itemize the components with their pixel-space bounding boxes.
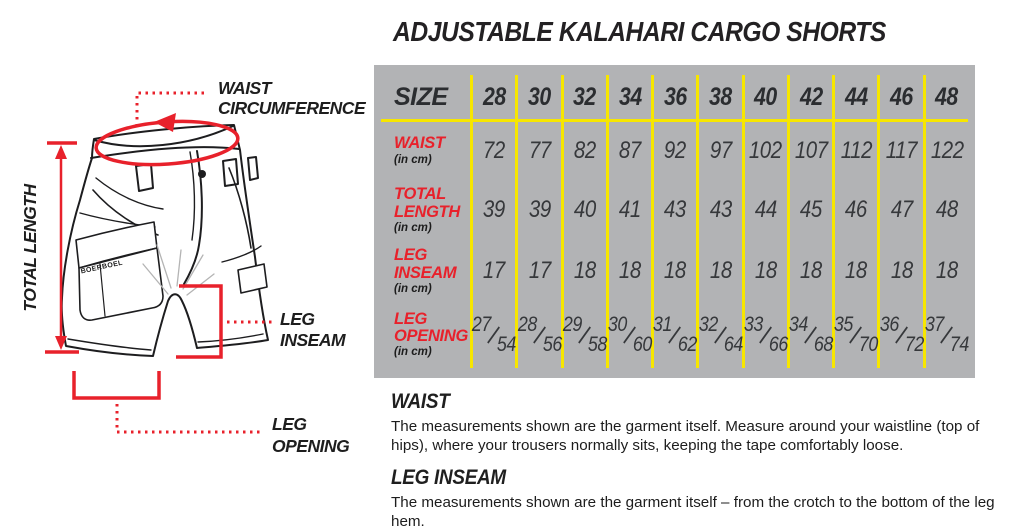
shorts-drawing: BOERBOEL WAIST CIRCUMFEREN xyxy=(20,78,367,456)
table-row: WAIST (in cm) 72 77 82 87 92 97 102 107 112 117 122 xyxy=(381,122,968,179)
leg-opening-label-line2: OPENING xyxy=(272,436,350,456)
table-value: 72 xyxy=(470,122,515,179)
row-label: TOTAL LENGTH (in cm) xyxy=(394,185,461,234)
size-header: 32 xyxy=(560,75,606,119)
table-value: 45 xyxy=(786,179,832,241)
size-header: 28 xyxy=(470,75,515,119)
table-value: 47 xyxy=(877,179,922,241)
measurement-notes: WAIST The measurements shown are the gar… xyxy=(391,390,1013,527)
table-value: 44 xyxy=(741,179,787,241)
total-length-label: TOTAL LENGTH xyxy=(20,184,40,312)
table-value: 43 xyxy=(696,179,741,241)
table-header-row: SIZE 28 30 32 34 36 38 40 42 44 46 48 xyxy=(381,75,968,122)
table-value: 97 xyxy=(696,122,741,179)
table-value: 102 xyxy=(741,122,787,179)
row-label: LEG OPENING (in cm) xyxy=(394,309,468,359)
table-value: 117 xyxy=(877,122,922,179)
leg-opening-label-line1: LEG xyxy=(272,414,307,434)
table-value: 18 xyxy=(922,241,968,301)
table-value: 87 xyxy=(605,122,651,179)
table-value: 17 xyxy=(515,241,560,301)
table-value: 35 70 xyxy=(832,301,879,368)
row-unit: (in cm) xyxy=(394,346,432,359)
table-value: 18 xyxy=(786,241,832,301)
table-value: 41 xyxy=(605,179,651,241)
table-value: 18 xyxy=(877,241,922,301)
table-value: 122 xyxy=(922,122,968,179)
table-value: 18 xyxy=(651,241,696,301)
size-header: 34 xyxy=(605,75,651,119)
table-row: TOTAL LENGTH (in cm) 39 39 40 41 43 43 44 45 46 47 48 xyxy=(381,179,968,241)
leg-opening-dotted-line xyxy=(115,404,261,434)
row-unit: (in cm) xyxy=(394,153,432,166)
note-heading-waist: WAIST xyxy=(391,390,450,413)
row-unit: (in cm) xyxy=(394,282,432,295)
shorts-outline xyxy=(60,124,269,357)
table-value: 18 xyxy=(832,241,877,301)
table-value: 31 62 xyxy=(651,301,698,368)
table-value: 107 xyxy=(786,122,832,179)
table-value: 48 xyxy=(922,179,968,241)
waist-circumference-label-line2: CIRCUMFERENCE xyxy=(218,98,367,118)
waist-callout-dotted-line xyxy=(135,91,204,125)
note-body-leg-inseam: The measurements shown are the garment i… xyxy=(391,494,995,527)
table-value: 39 xyxy=(470,179,515,241)
table-value: 28 56 xyxy=(515,301,562,368)
total-length-arrow xyxy=(45,141,79,354)
table-value: 82 xyxy=(560,122,606,179)
leg-inseam-label-line1: LEG xyxy=(280,309,315,329)
size-header: 38 xyxy=(696,75,741,119)
table-value: 43 xyxy=(651,179,696,241)
table-value: 33 66 xyxy=(741,301,788,368)
table-value: 39 xyxy=(515,179,560,241)
table-value: 92 xyxy=(651,122,696,179)
leg-opening-bracket xyxy=(72,371,161,400)
total-length-arrowhead-bottom-icon xyxy=(55,336,67,350)
table-value: 18 xyxy=(560,241,606,301)
table-value: 77 xyxy=(515,122,560,179)
note-heading-leg-inseam: LEG INSEAM xyxy=(391,466,506,489)
table-value: 18 xyxy=(605,241,651,301)
size-header: 40 xyxy=(741,75,787,119)
waist-ring-arrowhead-icon xyxy=(154,113,176,132)
table-row: LEG INSEAM (in cm) 17 17 18 18 18 18 18 18 18 18 18 xyxy=(381,241,968,301)
row-label: LEG INSEAM (in cm) xyxy=(394,246,457,295)
table-value: 36 72 xyxy=(877,301,924,368)
note-body-waist: The measurements shown are the garment i… xyxy=(391,418,980,454)
table-value: 17 xyxy=(470,241,515,301)
size-header: 44 xyxy=(832,75,877,119)
table-value: 34 68 xyxy=(786,301,833,368)
row-label: WAIST (in cm) xyxy=(394,134,445,166)
table-value: 29 58 xyxy=(560,301,607,368)
leg-inseam-label-line2: INSEAM xyxy=(280,330,346,350)
size-header: 46 xyxy=(877,75,922,119)
table-value: 32 64 xyxy=(696,301,743,368)
table-value: 112 xyxy=(832,122,877,179)
size-column-header: SIZE xyxy=(394,82,448,111)
table-value: 46 xyxy=(832,179,877,241)
size-header: 42 xyxy=(786,75,832,119)
table-value: 37 74 xyxy=(922,301,969,368)
size-header: 36 xyxy=(651,75,696,119)
leg-inseam-bracket xyxy=(176,284,223,359)
size-header: 48 xyxy=(922,75,968,119)
table-value: 27 54 xyxy=(470,301,517,368)
total-length-arrowhead-top-icon xyxy=(55,145,67,159)
shorts-diagram: BOERBOEL WAIST CIRCUMFEREN xyxy=(0,0,370,527)
waist-circumference-label-line1: WAIST xyxy=(218,78,273,98)
table-value: 40 xyxy=(560,179,606,241)
table-value: 18 xyxy=(741,241,787,301)
table-row: LEG OPENING (in cm) 27 54 28 56 29 58 30 60 31 62 32 6… xyxy=(381,301,969,368)
measurement-annotations xyxy=(45,91,272,434)
row-unit: (in cm) xyxy=(394,221,432,234)
size-header: 30 xyxy=(515,75,560,119)
page-title: ADJUSTABLE KALAHARI CARGO SHORTS xyxy=(393,16,886,47)
table-value: 18 xyxy=(696,241,741,301)
size-table: SIZE 28 30 32 34 36 38 40 42 44 46 48 WAIST (in cm) 72… xyxy=(374,65,975,378)
table-value: 30 60 xyxy=(605,301,652,368)
